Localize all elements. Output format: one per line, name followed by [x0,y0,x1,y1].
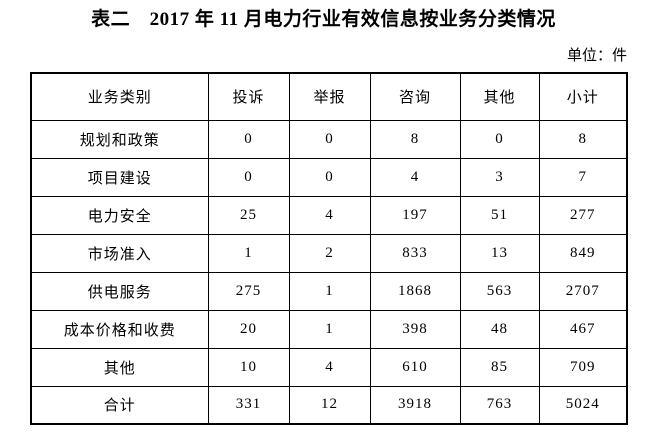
table-cell: 0 [459,119,540,159]
table-cell: 电力安全 [30,195,209,235]
table-row: 项目建设 0 0 4 3 7 [30,157,628,197]
table-cell: 4 [288,347,371,387]
table-row: 市场准入 1 2 833 13 849 [30,233,628,273]
column-header-complaints: 投诉 [207,72,290,121]
table-cell: 709 [538,347,628,387]
unit-label: 单位：件 [566,48,627,64]
category-table: 业务类别 投诉 举报 咨询 其他 小计 规划和政策 0 0 8 0 8 项目建设… [30,72,628,425]
table-cell: 398 [369,309,461,349]
table-title: 表二 2017 年 11 月电力行业有效信息按业务分类情况 [91,9,556,30]
table-cell: 85 [459,347,540,387]
table-cell: 1868 [369,271,461,311]
table-row-total: 合计 331 12 3918 763 5024 [30,385,628,425]
table-cell: 833 [369,233,461,273]
table-cell: 3 [459,157,540,197]
table-cell: 2 [288,233,371,273]
table-cell: 4 [369,157,461,197]
table-cell: 8 [369,119,461,159]
table-cell: 467 [538,309,628,349]
table-cell: 51 [459,195,540,235]
table-cell: 563 [459,271,540,311]
header-row: 业务类别 投诉 举报 咨询 其他 小计 [30,72,628,121]
table-cell: 197 [369,195,461,235]
table-cell: 0 [207,157,290,197]
table-cell: 4 [288,195,371,235]
table-cell: 277 [538,195,628,235]
table-row: 供电服务 275 1 1868 563 2707 [30,271,628,311]
table-cell: 1 [288,271,371,311]
table-cell: 849 [538,233,628,273]
table-cell: 7 [538,157,628,197]
table-cell: 供电服务 [30,271,209,311]
table-row: 电力安全 25 4 197 51 277 [30,195,628,235]
table-cell: 其他 [30,347,209,387]
table-cell: 763 [459,385,540,425]
table-cell: 市场准入 [30,233,209,273]
table-cell: 0 [288,119,371,159]
table-cell: 合计 [30,385,209,425]
table-cell: 25 [207,195,290,235]
table-cell: 成本价格和收费 [30,309,209,349]
table-cell: 12 [288,385,371,425]
table-cell: 规划和政策 [30,119,209,159]
table-cell: 项目建设 [30,157,209,197]
table-row: 成本价格和收费 20 1 398 48 467 [30,309,628,349]
table-cell: 1 [288,309,371,349]
column-header-others: 其他 [459,72,540,121]
table-cell: 3918 [369,385,461,425]
table-cell: 275 [207,271,290,311]
table-cell: 20 [207,309,290,349]
table-row: 其他 10 4 610 85 709 [30,347,628,387]
table-row: 规划和政策 0 0 8 0 8 [30,119,628,159]
table-cell: 331 [207,385,290,425]
table-cell: 8 [538,119,628,159]
table-cell: 610 [369,347,461,387]
table-cell: 0 [288,157,371,197]
column-header-consultations: 咨询 [369,72,461,121]
table-cell: 13 [459,233,540,273]
table-cell: 5024 [538,385,628,425]
column-header-category: 业务类别 [30,72,209,121]
column-header-subtotal: 小计 [538,72,628,121]
table-cell: 48 [459,309,540,349]
table-cell: 0 [207,119,290,159]
column-header-reports: 举报 [288,72,371,121]
table-cell: 1 [207,233,290,273]
table-cell: 10 [207,347,290,387]
table-cell: 2707 [538,271,628,311]
